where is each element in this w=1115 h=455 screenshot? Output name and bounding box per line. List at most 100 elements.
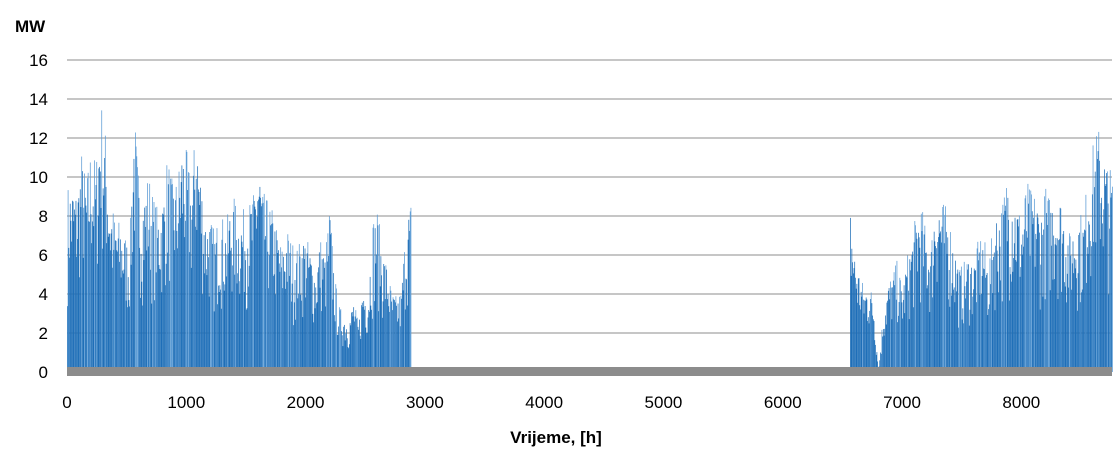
bar — [81, 156, 83, 372]
bar — [281, 267, 282, 372]
bar — [1055, 238, 1057, 372]
bar — [1072, 241, 1074, 372]
bar — [971, 267, 972, 372]
bar — [1001, 213, 1002, 372]
bar — [323, 258, 324, 372]
bar — [859, 305, 861, 372]
bar — [180, 182, 182, 372]
bar — [387, 293, 389, 372]
bar — [357, 326, 359, 372]
bar — [932, 297, 934, 372]
bar — [220, 289, 221, 372]
bar — [1049, 290, 1051, 372]
bar — [361, 305, 362, 372]
bar — [271, 210, 273, 372]
bar — [1046, 213, 1047, 372]
y-tick-label: 12 — [29, 129, 48, 148]
bar — [906, 277, 908, 372]
bar — [114, 222, 115, 372]
bar — [99, 166, 100, 372]
bar — [1036, 239, 1037, 372]
bar — [342, 346, 344, 372]
bar — [160, 232, 162, 372]
bar — [145, 205, 147, 372]
bar — [346, 329, 347, 372]
bar — [107, 236, 109, 372]
bar — [1037, 217, 1039, 372]
bar — [152, 221, 154, 372]
bar — [165, 285, 166, 372]
bar — [187, 172, 189, 372]
bar — [185, 149, 187, 372]
bar — [311, 265, 312, 372]
bar — [112, 213, 114, 372]
bar — [185, 220, 186, 372]
bar — [1064, 286, 1066, 372]
bar — [1071, 263, 1073, 372]
bar — [297, 298, 299, 372]
bar — [896, 260, 898, 372]
bar — [1015, 260, 1017, 372]
bar — [933, 265, 934, 372]
bar — [1071, 289, 1072, 372]
y-tick-label: 10 — [29, 168, 48, 187]
bar — [852, 262, 853, 372]
bar — [937, 242, 939, 372]
bar — [290, 243, 292, 372]
bar — [137, 175, 139, 372]
bar — [938, 237, 939, 372]
bar — [233, 198, 235, 372]
bar — [1003, 214, 1004, 372]
bar — [311, 275, 313, 372]
bar — [913, 307, 914, 372]
bar — [922, 212, 924, 372]
bar — [213, 311, 215, 372]
bar — [362, 306, 364, 372]
bar — [108, 233, 110, 372]
bar — [302, 317, 304, 372]
bar — [172, 184, 173, 372]
bar — [320, 242, 322, 372]
bar — [985, 277, 987, 372]
bar — [161, 292, 163, 372]
y-axis-title: MW — [15, 17, 46, 36]
bar — [1005, 205, 1007, 372]
bar — [130, 264, 132, 372]
bar — [367, 317, 369, 372]
bar — [378, 311, 380, 372]
bar — [963, 323, 964, 372]
bar — [1048, 198, 1050, 372]
bar — [950, 232, 951, 372]
bar — [313, 322, 314, 372]
bar — [898, 302, 900, 372]
bar — [1045, 188, 1047, 372]
bar — [399, 326, 401, 372]
bar — [927, 285, 929, 372]
bar — [144, 207, 146, 372]
bar — [192, 205, 194, 372]
bar — [117, 238, 119, 372]
bar — [192, 175, 194, 372]
bar — [991, 260, 993, 372]
bar — [172, 198, 174, 372]
bar — [1043, 229, 1045, 372]
bar — [106, 243, 108, 372]
bar — [275, 294, 277, 372]
bar — [254, 206, 256, 372]
bar — [874, 340, 876, 372]
y-tick-label: 2 — [39, 324, 48, 343]
bar — [966, 264, 968, 372]
bar — [918, 232, 919, 372]
y-tick-labels: 0 2 4 6 8 10 12 14 16 — [29, 51, 48, 382]
bar — [250, 214, 251, 372]
bar — [263, 193, 265, 372]
bar — [1064, 282, 1065, 372]
bar — [1093, 241, 1095, 372]
bar — [242, 247, 244, 372]
bar — [259, 186, 261, 372]
bar — [88, 221, 90, 372]
y-tick-label: 0 — [39, 363, 48, 382]
bar — [855, 277, 856, 372]
bar — [104, 135, 106, 372]
bar — [282, 288, 284, 372]
